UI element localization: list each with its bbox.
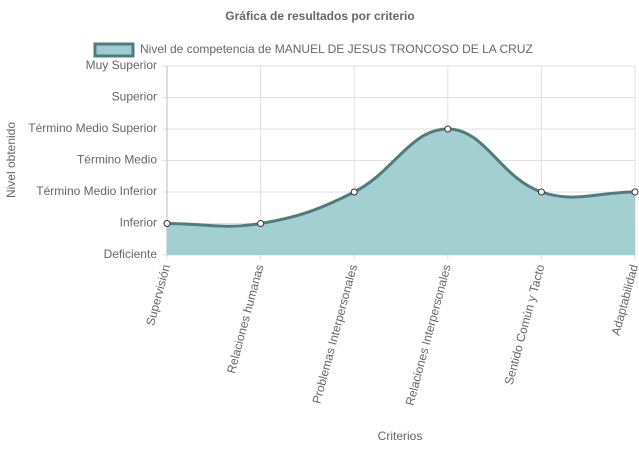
x-tick-label: Relaciones humanas xyxy=(224,263,267,375)
x-tick-label: Problemas Interpersonales xyxy=(310,263,361,405)
y-tick-label: Término Medio Inferior xyxy=(36,184,157,198)
area xyxy=(167,129,635,255)
y-tick-label: Deficiente xyxy=(104,247,158,261)
point xyxy=(163,220,171,227)
y-axis-title: Nivel obtenido xyxy=(4,122,18,198)
x-tick-label: Adaptabilidad xyxy=(609,263,639,337)
x-tick-label: Relaciones Interpersonales xyxy=(403,263,454,407)
point xyxy=(350,188,358,196)
y-tick-label: Superior xyxy=(112,90,157,104)
x-tick-label: Supervisión xyxy=(143,263,173,327)
point xyxy=(444,125,452,133)
x-axis-title: Criterios xyxy=(378,429,423,443)
chart-title: Gráfica de resultados por criterio xyxy=(225,9,414,23)
legend-swatch xyxy=(93,42,135,58)
y-tick-label: Término Medio xyxy=(77,153,157,167)
x-tick-label: Sentido Común y Tacto xyxy=(502,263,548,387)
point xyxy=(631,188,639,196)
point xyxy=(537,188,545,196)
legend-label: Nivel de competencia de MANUEL DE JESUS … xyxy=(140,42,533,56)
point xyxy=(257,220,265,227)
y-tick-label: Muy Superior xyxy=(86,58,157,72)
y-tick-label: Término Medio Superior xyxy=(28,121,157,135)
y-tick-label: Inferior xyxy=(120,216,157,230)
